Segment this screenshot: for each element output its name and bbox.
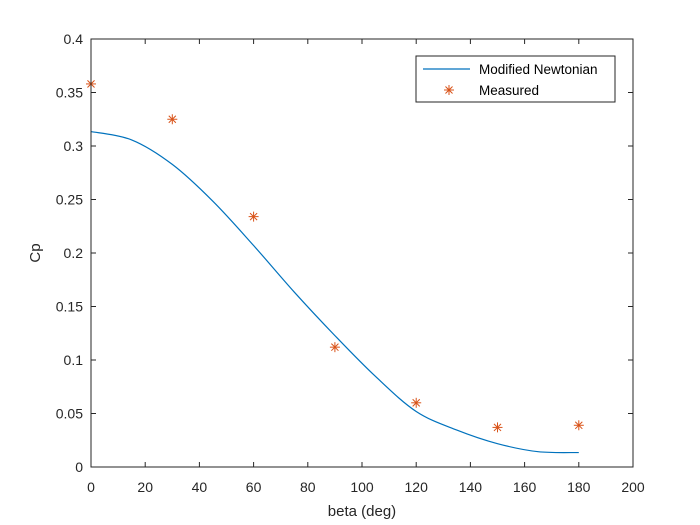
x-tick-label: 120 <box>405 479 429 495</box>
y-tick-label: 0.1 <box>64 352 84 368</box>
y-tick-label: 0.3 <box>64 138 84 154</box>
x-tick-label: 0 <box>87 479 95 495</box>
x-tick-label: 160 <box>513 479 537 495</box>
data-point-measured <box>167 114 178 125</box>
plot-background <box>91 39 633 467</box>
x-tick-label: 40 <box>192 479 208 495</box>
legend-marker-swatch <box>444 85 454 95</box>
y-tick-label: 0.2 <box>64 245 84 261</box>
x-tick-label: 140 <box>459 479 483 495</box>
data-point-measured <box>329 342 340 353</box>
x-tick-label: 100 <box>350 479 374 495</box>
tick-labels: 0 20 40 60 80 100 120 140 160 180 200 0 0.05 0.1 0.15 0… <box>56 31 645 495</box>
legend-box <box>415 55 616 103</box>
y-tick-label: 0.05 <box>56 406 83 422</box>
series-measured <box>86 78 584 433</box>
y-tick-label: 0.4 <box>64 31 84 47</box>
series-modified-newtonian <box>90 130 579 454</box>
data-point-measured <box>248 211 259 222</box>
series-line-modified-newtonian <box>90 130 579 454</box>
y-tick-label: 0.15 <box>56 299 83 315</box>
x-tick-label: 200 <box>621 479 645 495</box>
data-point-measured <box>573 420 584 431</box>
legend: Modified Newtonian Measured <box>415 55 616 103</box>
legend-asterisk-icon <box>444 85 454 95</box>
y-axis-label: Cp <box>27 243 44 262</box>
y-tick-label: 0.25 <box>56 192 83 208</box>
x-tick-label: 20 <box>137 479 153 495</box>
data-point-measured <box>492 422 503 433</box>
legend-label-modified-newtonian: Modified Newtonian <box>479 62 598 77</box>
x-axis-label: beta (deg) <box>328 503 396 520</box>
y-tick-label: 0 <box>75 459 83 475</box>
legend-label-measured: Measured <box>479 83 539 98</box>
x-tick-label: 180 <box>567 479 591 495</box>
y-tick-label: 0.35 <box>56 85 83 101</box>
x-tick-label: 80 <box>300 479 316 495</box>
data-point-measured <box>411 397 422 408</box>
x-tick-label: 60 <box>246 479 262 495</box>
plot-frame <box>90 38 634 468</box>
